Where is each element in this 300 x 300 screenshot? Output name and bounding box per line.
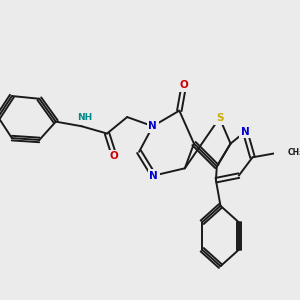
Text: O: O (179, 80, 188, 90)
Text: NH: NH (77, 112, 93, 122)
Text: N: N (241, 127, 250, 137)
Text: O: O (110, 152, 119, 161)
Text: S: S (216, 113, 223, 123)
Text: CH₃: CH₃ (287, 148, 300, 157)
Text: N: N (148, 121, 157, 131)
Text: N: N (149, 171, 158, 181)
